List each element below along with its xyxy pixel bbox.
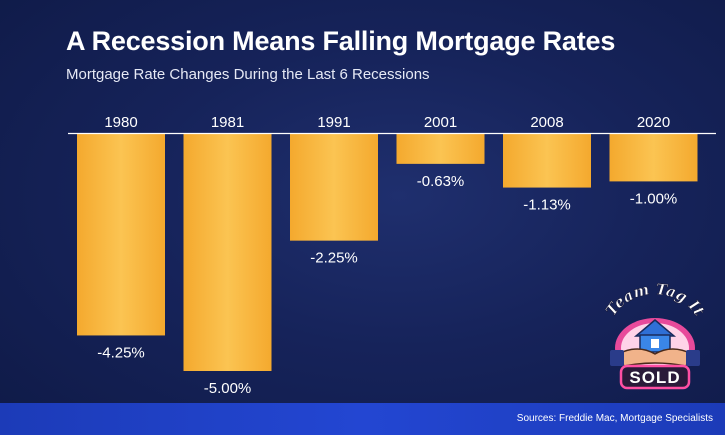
bar-chart: 1980 -4.25% 1981 -5.00% 1991 -2.25% 2001 -0.63%… — [77, 114, 698, 397]
category-label-1991: 1991 — [317, 114, 350, 131]
data-label-1981: -5.00% — [204, 380, 252, 397]
data-label-2001: -0.63% — [417, 173, 465, 190]
bar-2008 — [503, 134, 591, 188]
handshake-icon — [610, 348, 700, 367]
category-label-1980: 1980 — [104, 114, 137, 131]
team-tag-it-logo: Team Tag It SOLD — [602, 280, 709, 390]
category-label-1981: 1981 — [211, 114, 244, 131]
bar-1980 — [77, 134, 165, 336]
bar-2020 — [609, 134, 698, 182]
source-note: Sources: Freddie Mac, Mortgage Specialis… — [516, 413, 713, 424]
house-icon — [633, 319, 677, 353]
category-label-2008: 2008 — [530, 114, 563, 131]
chart-subtitle: Mortgage Rate Changes During the Last 6 … — [66, 66, 430, 83]
data-label-2020: -1.00% — [630, 190, 678, 207]
data-label-2008: -1.13% — [523, 197, 571, 214]
logo-text-top: Team Tag It — [602, 280, 709, 320]
bar-2001 — [396, 134, 485, 164]
bar-1991 — [290, 134, 378, 241]
chart-title: A Recession Means Falling Mortgage Rates — [66, 26, 616, 56]
category-label-2020: 2020 — [637, 114, 670, 131]
footer-bar: Sources: Freddie Mac, Mortgage Specialis… — [0, 403, 725, 435]
data-label-1991: -2.25% — [310, 250, 358, 267]
category-label-2001: 2001 — [424, 114, 457, 131]
logo-text-bottom: SOLD — [629, 368, 680, 387]
bar-1981 — [183, 134, 272, 371]
data-label-1980: -4.25% — [97, 344, 145, 361]
svg-text:Team Tag It: Team Tag It — [602, 280, 708, 319]
